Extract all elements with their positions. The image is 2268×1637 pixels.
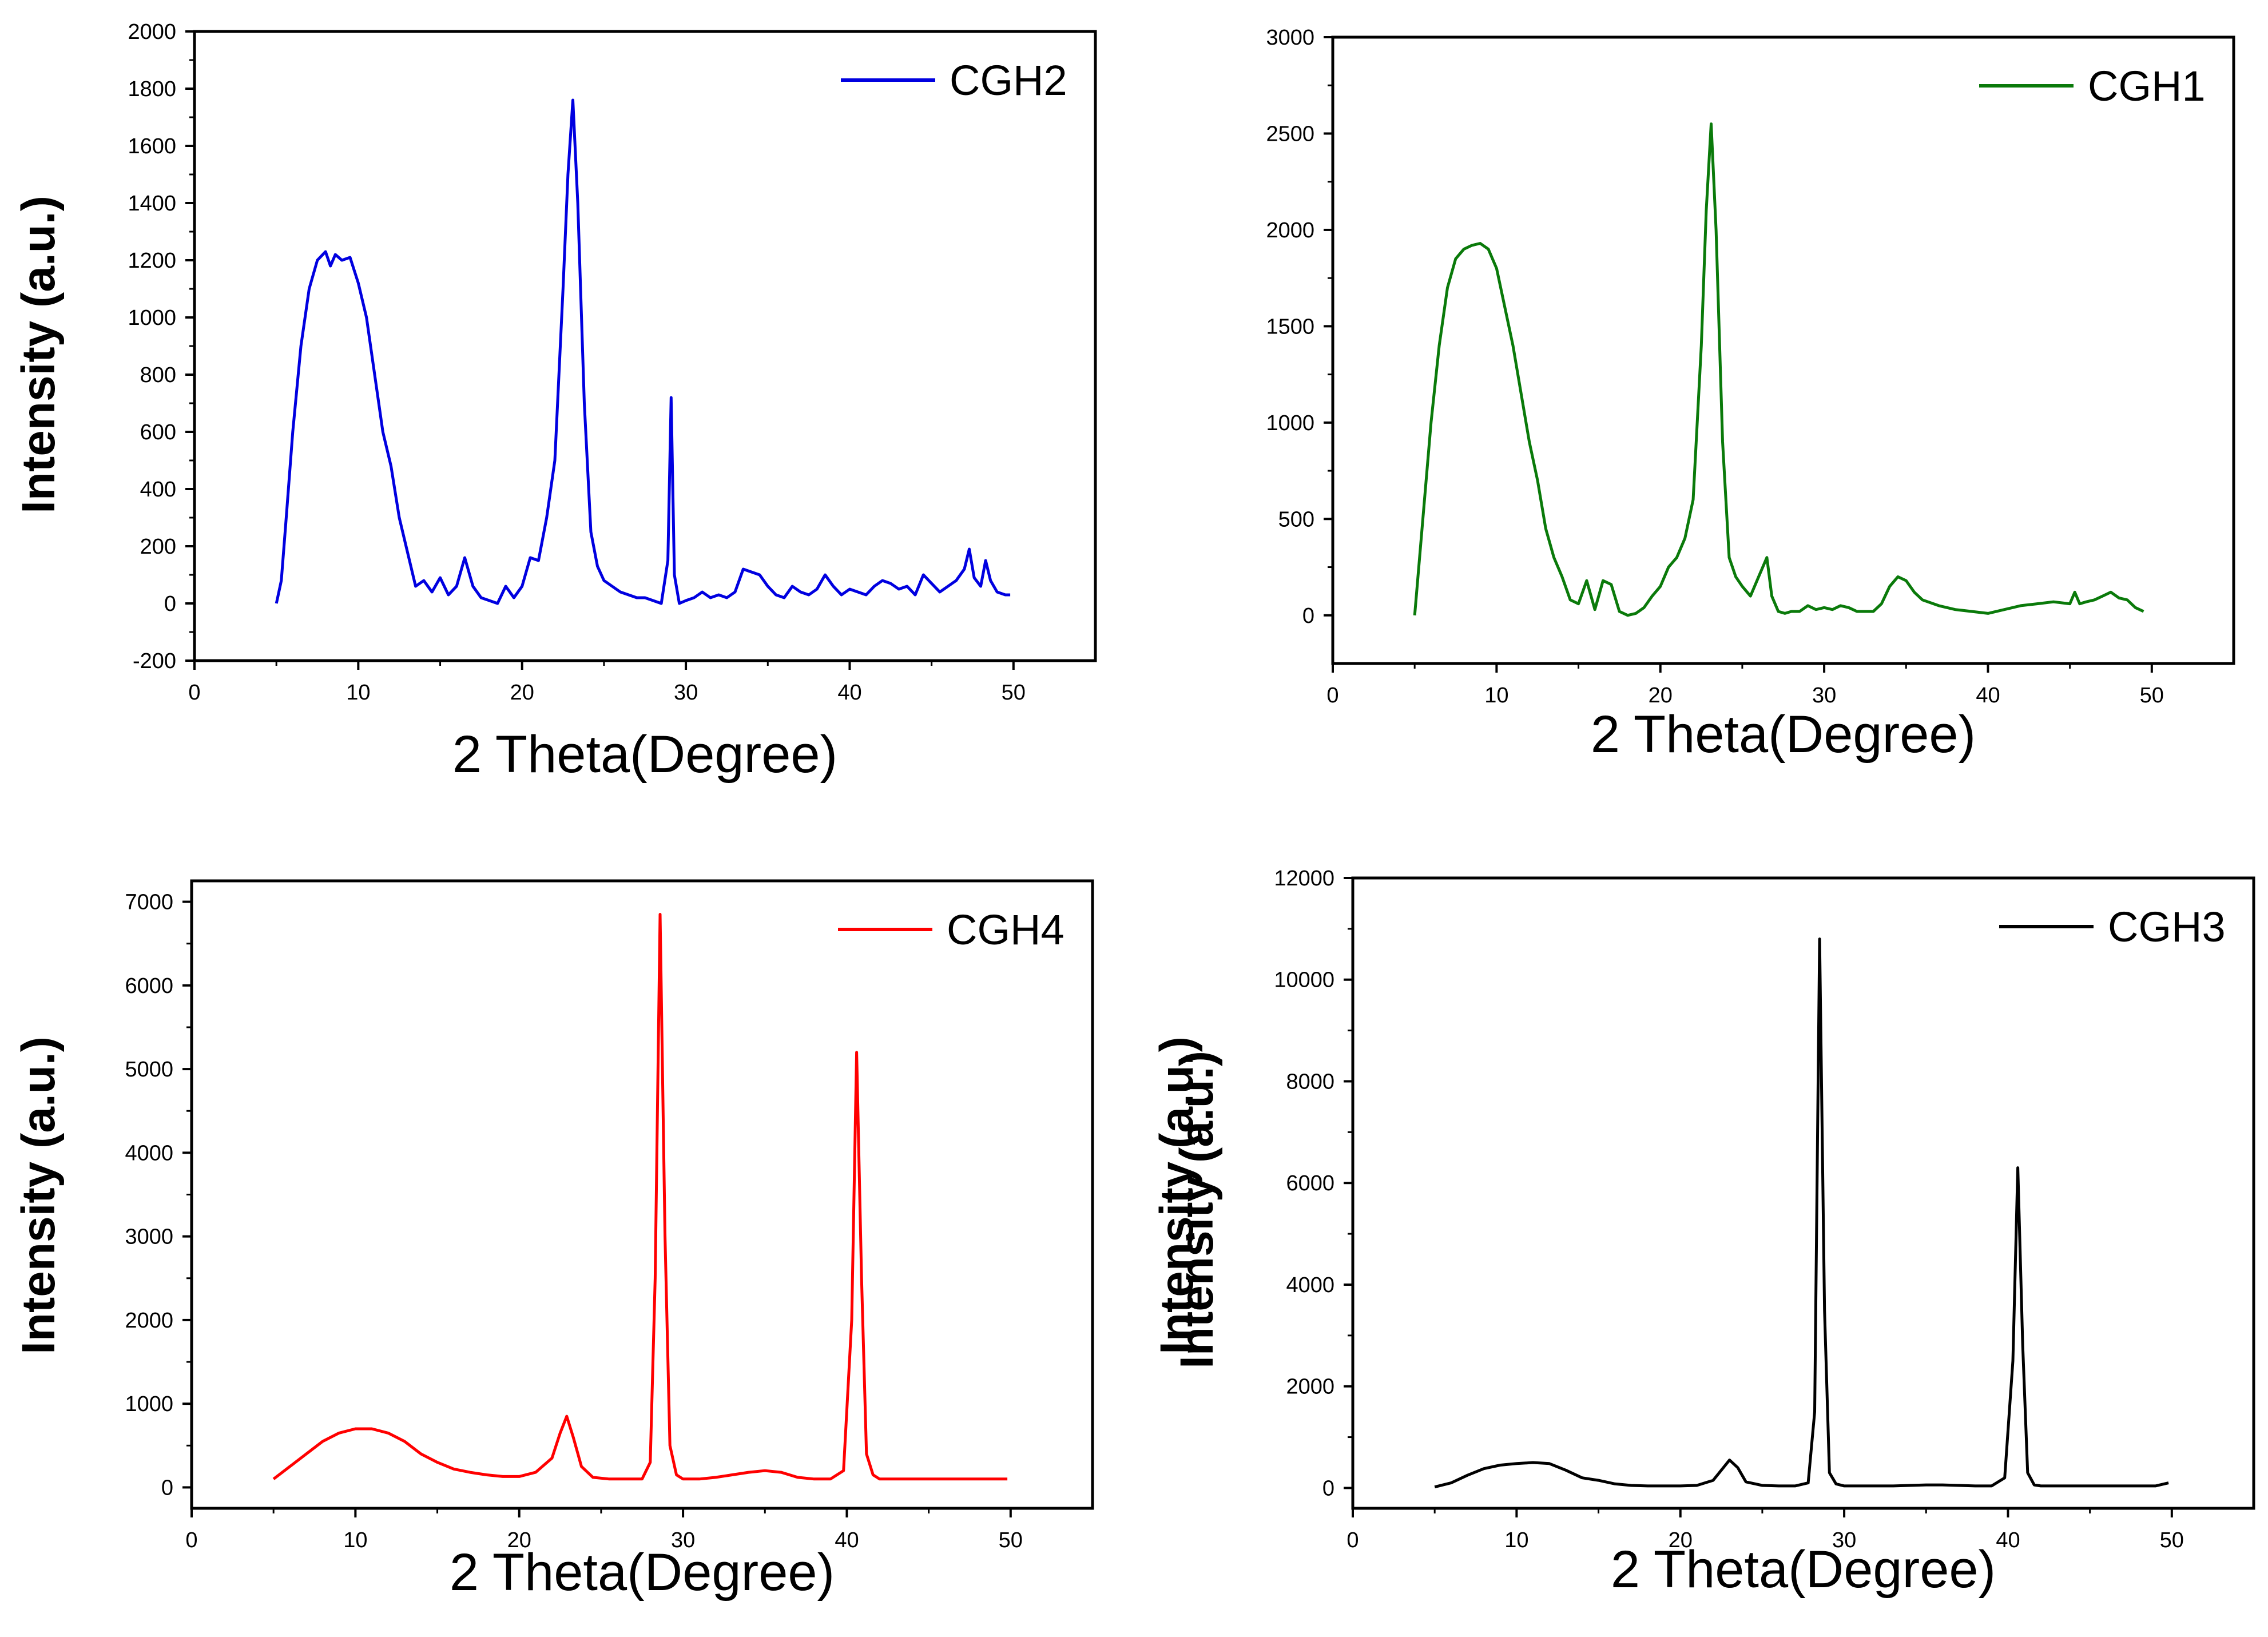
y-tick-label: 4000 bbox=[125, 1141, 173, 1165]
x-tick-label: 20 bbox=[1649, 684, 1673, 708]
x-axis-title: 2 Theta(Degree) bbox=[452, 725, 837, 784]
y-tick-label: 1600 bbox=[128, 134, 176, 158]
x-tick-label: 50 bbox=[999, 1528, 1023, 1552]
series-line-CGH1 bbox=[1413, 122, 2144, 617]
y-tick-label: -200 bbox=[133, 649, 176, 673]
y-tick-label: 5000 bbox=[125, 1058, 173, 1082]
y-tick-label: 7000 bbox=[125, 891, 173, 915]
x-tick-label: 20 bbox=[507, 1528, 531, 1552]
y-tick-label: 3000 bbox=[125, 1225, 173, 1249]
y-tick-label: 6000 bbox=[1286, 1171, 1334, 1195]
x-tick-label: 30 bbox=[1812, 684, 1836, 708]
series-line-CGH4 bbox=[272, 913, 1008, 1481]
y-tick-label: 0 bbox=[1322, 1476, 1334, 1500]
x-tick-label: 10 bbox=[1484, 684, 1508, 708]
y-tick-label: 800 bbox=[140, 363, 176, 387]
y-tick-label: 0 bbox=[164, 592, 176, 616]
x-tick-label: 50 bbox=[2140, 684, 2164, 708]
y-tick-label: 6000 bbox=[125, 974, 173, 998]
y-tick-label: 2000 bbox=[128, 20, 176, 44]
series-line-CGH3 bbox=[1434, 937, 2169, 1489]
legend-label: CGH1 bbox=[2088, 62, 2206, 110]
legend-label: CGH4 bbox=[947, 906, 1065, 953]
x-tick-label: 0 bbox=[1326, 684, 1338, 708]
y-tick-label: 0 bbox=[1302, 604, 1314, 628]
y-tick-label: 1200 bbox=[128, 249, 176, 273]
plot-frame bbox=[193, 30, 1097, 662]
y-tick-label: 1000 bbox=[128, 306, 176, 330]
legend-label: CGH3 bbox=[2108, 903, 2226, 951]
x-tick-label: 40 bbox=[1996, 1528, 2020, 1552]
y-tick-label: 2500 bbox=[1266, 122, 1314, 146]
x-tick-label: 50 bbox=[2160, 1528, 2184, 1552]
x-axis-title: 2 Theta(Degree) bbox=[1591, 705, 1976, 764]
y-tick-label: 200 bbox=[140, 535, 176, 559]
y-tick-label: 600 bbox=[140, 420, 176, 444]
x-tick-label: 10 bbox=[346, 681, 370, 705]
y-axis-title: Intensity (a.u.) bbox=[1171, 1051, 1223, 1369]
y-tick-label: 400 bbox=[140, 478, 176, 502]
chart-panel-top-left: 0 10 20 30 40 50 -200 0 200 400 600 800 1000 1200 1400… bbox=[13, 20, 1097, 784]
legend-label: CGH2 bbox=[950, 57, 1067, 104]
y-tick-label: 10000 bbox=[1274, 968, 1334, 992]
chart-panel-bottom-right: 0 10 20 30 40 50 0 2000 4000 6000 8000 10000 12000 2 … bbox=[1171, 867, 2255, 1599]
x-tick-label: 20 bbox=[1669, 1528, 1693, 1552]
x-axis-title: 2 Theta(Degree) bbox=[450, 1543, 835, 1602]
plot-frame bbox=[1331, 35, 2235, 665]
y-tick-label: 1000 bbox=[125, 1392, 173, 1416]
y-tick-label: 500 bbox=[1278, 507, 1314, 531]
x-tick-label: 20 bbox=[510, 681, 534, 705]
y-axis-title: Intensity (a.u.) bbox=[13, 1036, 65, 1354]
x-tick-label: 0 bbox=[1346, 1528, 1359, 1552]
x-tick-label: 40 bbox=[1976, 684, 2000, 708]
y-tick-label: 12000 bbox=[1274, 867, 1334, 891]
x-tick-label: 30 bbox=[1832, 1528, 1856, 1552]
x-tick-label: 0 bbox=[185, 1528, 197, 1552]
x-tick-label: 40 bbox=[835, 1528, 859, 1552]
y-tick-label: 2000 bbox=[1266, 218, 1314, 243]
y-tick-label: 1000 bbox=[1266, 411, 1314, 435]
y-tick-label: 1800 bbox=[128, 77, 176, 101]
y-tick-label: 2000 bbox=[1286, 1375, 1334, 1399]
y-tick-label: 1400 bbox=[128, 192, 176, 216]
y-axis-title: Intensity (a.u.) bbox=[13, 196, 65, 514]
y-tick-label: 2000 bbox=[125, 1309, 173, 1333]
y-tick-label: 8000 bbox=[1286, 1070, 1334, 1094]
x-tick-label: 10 bbox=[343, 1528, 367, 1552]
x-tick-label: 0 bbox=[188, 681, 200, 705]
plot-frame bbox=[190, 879, 1094, 1510]
y-axis-title: Intensity (a.u.) bbox=[1151, 1036, 1203, 1354]
x-axis-title: 2 Theta(Degree) bbox=[1611, 1540, 1996, 1599]
x-tick-label: 30 bbox=[671, 1528, 695, 1552]
x-tick-label: 50 bbox=[1002, 681, 1026, 705]
x-tick-label: 40 bbox=[837, 681, 861, 705]
x-tick-label: 10 bbox=[1504, 1528, 1528, 1552]
y-tick-label: 0 bbox=[161, 1476, 173, 1500]
chart-panel-bottom-left: 0 10 20 30 40 50 0 1000 2000 3000 4000 5000 6000 7000… bbox=[13, 879, 1094, 1602]
x-tick-label: 30 bbox=[674, 681, 698, 705]
y-tick-label: 3000 bbox=[1266, 26, 1314, 50]
y-tick-label: 4000 bbox=[1286, 1273, 1334, 1297]
series-line-CGH2 bbox=[275, 98, 1011, 605]
plot-frame bbox=[1351, 876, 2255, 1510]
y-tick-label: 1500 bbox=[1266, 315, 1314, 339]
